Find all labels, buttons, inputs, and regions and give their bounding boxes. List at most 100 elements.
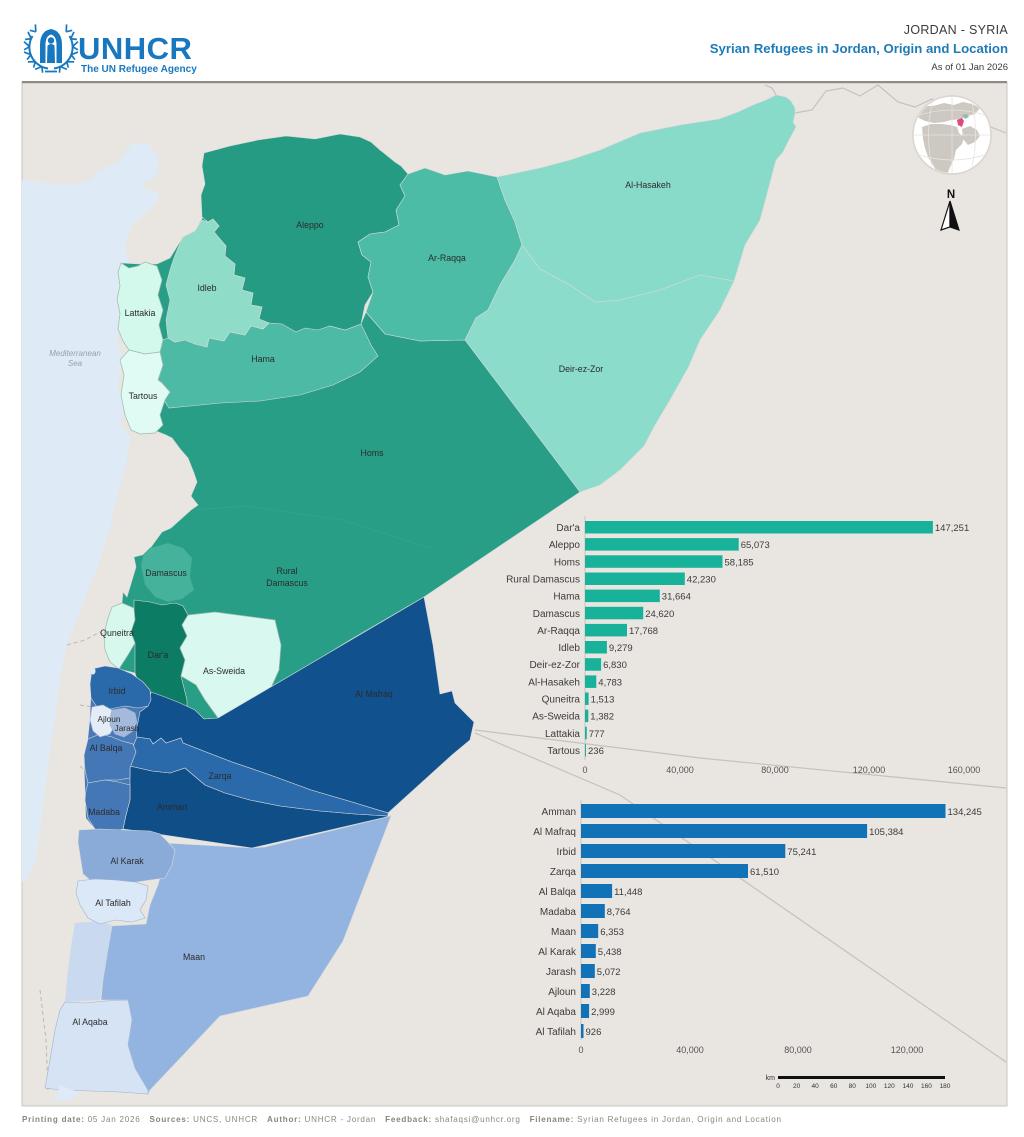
- svg-text:Ajloun: Ajloun: [548, 987, 576, 998]
- svg-text:Rural: Rural: [276, 566, 297, 576]
- svg-text:Al-Hasakeh: Al-Hasakeh: [625, 180, 671, 190]
- svg-text:2,999: 2,999: [591, 1007, 615, 1018]
- svg-text:Quneitra: Quneitra: [100, 628, 134, 638]
- svg-text:Rural Damascus: Rural Damascus: [506, 575, 580, 586]
- svg-text:160: 160: [921, 1083, 932, 1090]
- svg-text:Zarqa: Zarqa: [209, 771, 232, 781]
- svg-text:Idleb: Idleb: [197, 283, 216, 293]
- svg-text:0: 0: [582, 765, 587, 775]
- svg-text:The UN Refugee Agency: The UN Refugee Agency: [81, 64, 197, 75]
- svg-text:24,620: 24,620: [645, 609, 674, 620]
- svg-text:Al Mafraq: Al Mafraq: [355, 689, 393, 699]
- svg-text:9,279: 9,279: [609, 643, 633, 654]
- svg-text:4,783: 4,783: [598, 677, 622, 688]
- svg-text:120: 120: [884, 1083, 895, 1090]
- svg-text:Hama: Hama: [251, 354, 275, 364]
- svg-text:Amman: Amman: [542, 807, 576, 818]
- svg-text:134,245: 134,245: [948, 807, 982, 818]
- svg-text:Homs: Homs: [554, 557, 580, 568]
- svg-text:120,000: 120,000: [853, 765, 886, 775]
- svg-text:Aleppo: Aleppo: [296, 220, 323, 230]
- svg-text:17,768: 17,768: [629, 626, 658, 637]
- svg-text:Hama: Hama: [553, 592, 580, 603]
- svg-text:Al Aqaba: Al Aqaba: [72, 1017, 107, 1027]
- svg-text:31,664: 31,664: [662, 592, 691, 603]
- svg-text:Al Balqa: Al Balqa: [90, 743, 123, 753]
- svg-text:Maan: Maan: [183, 952, 205, 962]
- svg-text:80,000: 80,000: [784, 1045, 812, 1055]
- svg-text:UNHCR: UNHCR: [78, 31, 192, 66]
- svg-text:80: 80: [849, 1083, 857, 1090]
- svg-text:Jarash: Jarash: [546, 967, 576, 978]
- svg-text:120,000: 120,000: [891, 1045, 924, 1055]
- svg-text:42,230: 42,230: [687, 575, 716, 586]
- svg-text:Irbid: Irbid: [557, 847, 576, 858]
- svg-text:20: 20: [793, 1083, 801, 1090]
- svg-text:As of 01 Jan 2026: As of 01 Jan 2026: [931, 62, 1008, 73]
- svg-text:Al Aqaba: Al Aqaba: [536, 1007, 576, 1018]
- svg-text:Ar-Raqqa: Ar-Raqqa: [428, 253, 466, 263]
- svg-text:Al Karak: Al Karak: [538, 947, 577, 958]
- svg-text:Sea: Sea: [68, 359, 83, 368]
- svg-text:58,185: 58,185: [725, 557, 754, 568]
- svg-text:5,438: 5,438: [598, 947, 622, 958]
- svg-text:Homs: Homs: [361, 448, 385, 458]
- svg-text:65,073: 65,073: [741, 540, 770, 551]
- svg-text:61,510: 61,510: [750, 867, 779, 878]
- svg-text:Al Balqa: Al Balqa: [539, 887, 577, 898]
- svg-text:Idleb: Idleb: [558, 643, 580, 654]
- svg-text:Quneitra: Quneitra: [542, 695, 581, 706]
- svg-text:6,353: 6,353: [600, 927, 624, 938]
- svg-text:11,448: 11,448: [614, 887, 642, 898]
- svg-text:147,251: 147,251: [935, 523, 969, 534]
- svg-text:8,764: 8,764: [607, 907, 631, 918]
- svg-text:N: N: [947, 189, 955, 201]
- svg-text:Dar'a: Dar'a: [556, 523, 580, 534]
- svg-text:0: 0: [578, 1045, 583, 1055]
- svg-text:Deir-ez-Zor: Deir-ez-Zor: [559, 364, 604, 374]
- svg-text:40,000: 40,000: [666, 765, 694, 775]
- svg-text:Damascus: Damascus: [266, 578, 308, 588]
- svg-text:Al Tafilah: Al Tafilah: [95, 898, 131, 908]
- svg-text:3,228: 3,228: [592, 987, 616, 998]
- svg-text:As-Sweida: As-Sweida: [203, 666, 245, 676]
- svg-text:180: 180: [940, 1083, 951, 1090]
- svg-text:5,072: 5,072: [597, 967, 621, 978]
- svg-text:Al-Hasakeh: Al-Hasakeh: [528, 677, 580, 688]
- svg-text:As-Sweida: As-Sweida: [532, 712, 580, 723]
- svg-text:Irbid: Irbid: [108, 686, 125, 696]
- svg-text:1,382: 1,382: [590, 712, 614, 723]
- svg-text:40: 40: [811, 1083, 819, 1090]
- svg-text:6,830: 6,830: [603, 660, 627, 671]
- svg-text:Ajloun: Ajloun: [97, 714, 120, 724]
- svg-text:Madaba: Madaba: [540, 907, 577, 918]
- svg-text:Printing date: 05 Jan 2026 S: Printing date: 05 Jan 2026 Sources: UNCS…: [22, 1115, 782, 1124]
- svg-text:Syrian Refugees in Jordan, Ori: Syrian Refugees in Jordan, Origin and Lo…: [710, 41, 1008, 56]
- svg-text:Dar'a: Dar'a: [148, 650, 169, 660]
- svg-text:Lattakia: Lattakia: [125, 308, 156, 318]
- svg-text:105,384: 105,384: [869, 827, 903, 838]
- svg-text:Zarqa: Zarqa: [550, 867, 577, 878]
- svg-text:Ar-Raqqa: Ar-Raqqa: [537, 626, 580, 637]
- svg-text:Aleppo: Aleppo: [549, 540, 581, 551]
- svg-text:Al Mafraq: Al Mafraq: [533, 827, 576, 838]
- svg-text:Tartous: Tartous: [547, 746, 580, 757]
- svg-text:140: 140: [902, 1083, 913, 1090]
- svg-text:Madaba: Madaba: [88, 807, 120, 817]
- svg-text:Jarash: Jarash: [115, 723, 140, 733]
- svg-text:160,000: 160,000: [948, 765, 981, 775]
- svg-text:Tartous: Tartous: [129, 391, 158, 401]
- svg-text:Al Karak: Al Karak: [110, 856, 144, 866]
- svg-text:236: 236: [588, 746, 604, 757]
- svg-text:Al Tafilah: Al Tafilah: [536, 1027, 576, 1038]
- svg-text:0: 0: [776, 1083, 780, 1090]
- svg-text:60: 60: [830, 1083, 838, 1090]
- svg-text:Damascus: Damascus: [145, 568, 187, 578]
- svg-text:40,000: 40,000: [676, 1045, 704, 1055]
- svg-text:Lattakia: Lattakia: [545, 729, 580, 740]
- svg-text:km: km: [766, 1075, 776, 1082]
- svg-text:Maan: Maan: [551, 927, 576, 938]
- svg-text:Amman: Amman: [157, 802, 187, 812]
- svg-text:75,241: 75,241: [787, 847, 816, 858]
- svg-text:Deir-ez-Zor: Deir-ez-Zor: [529, 660, 580, 671]
